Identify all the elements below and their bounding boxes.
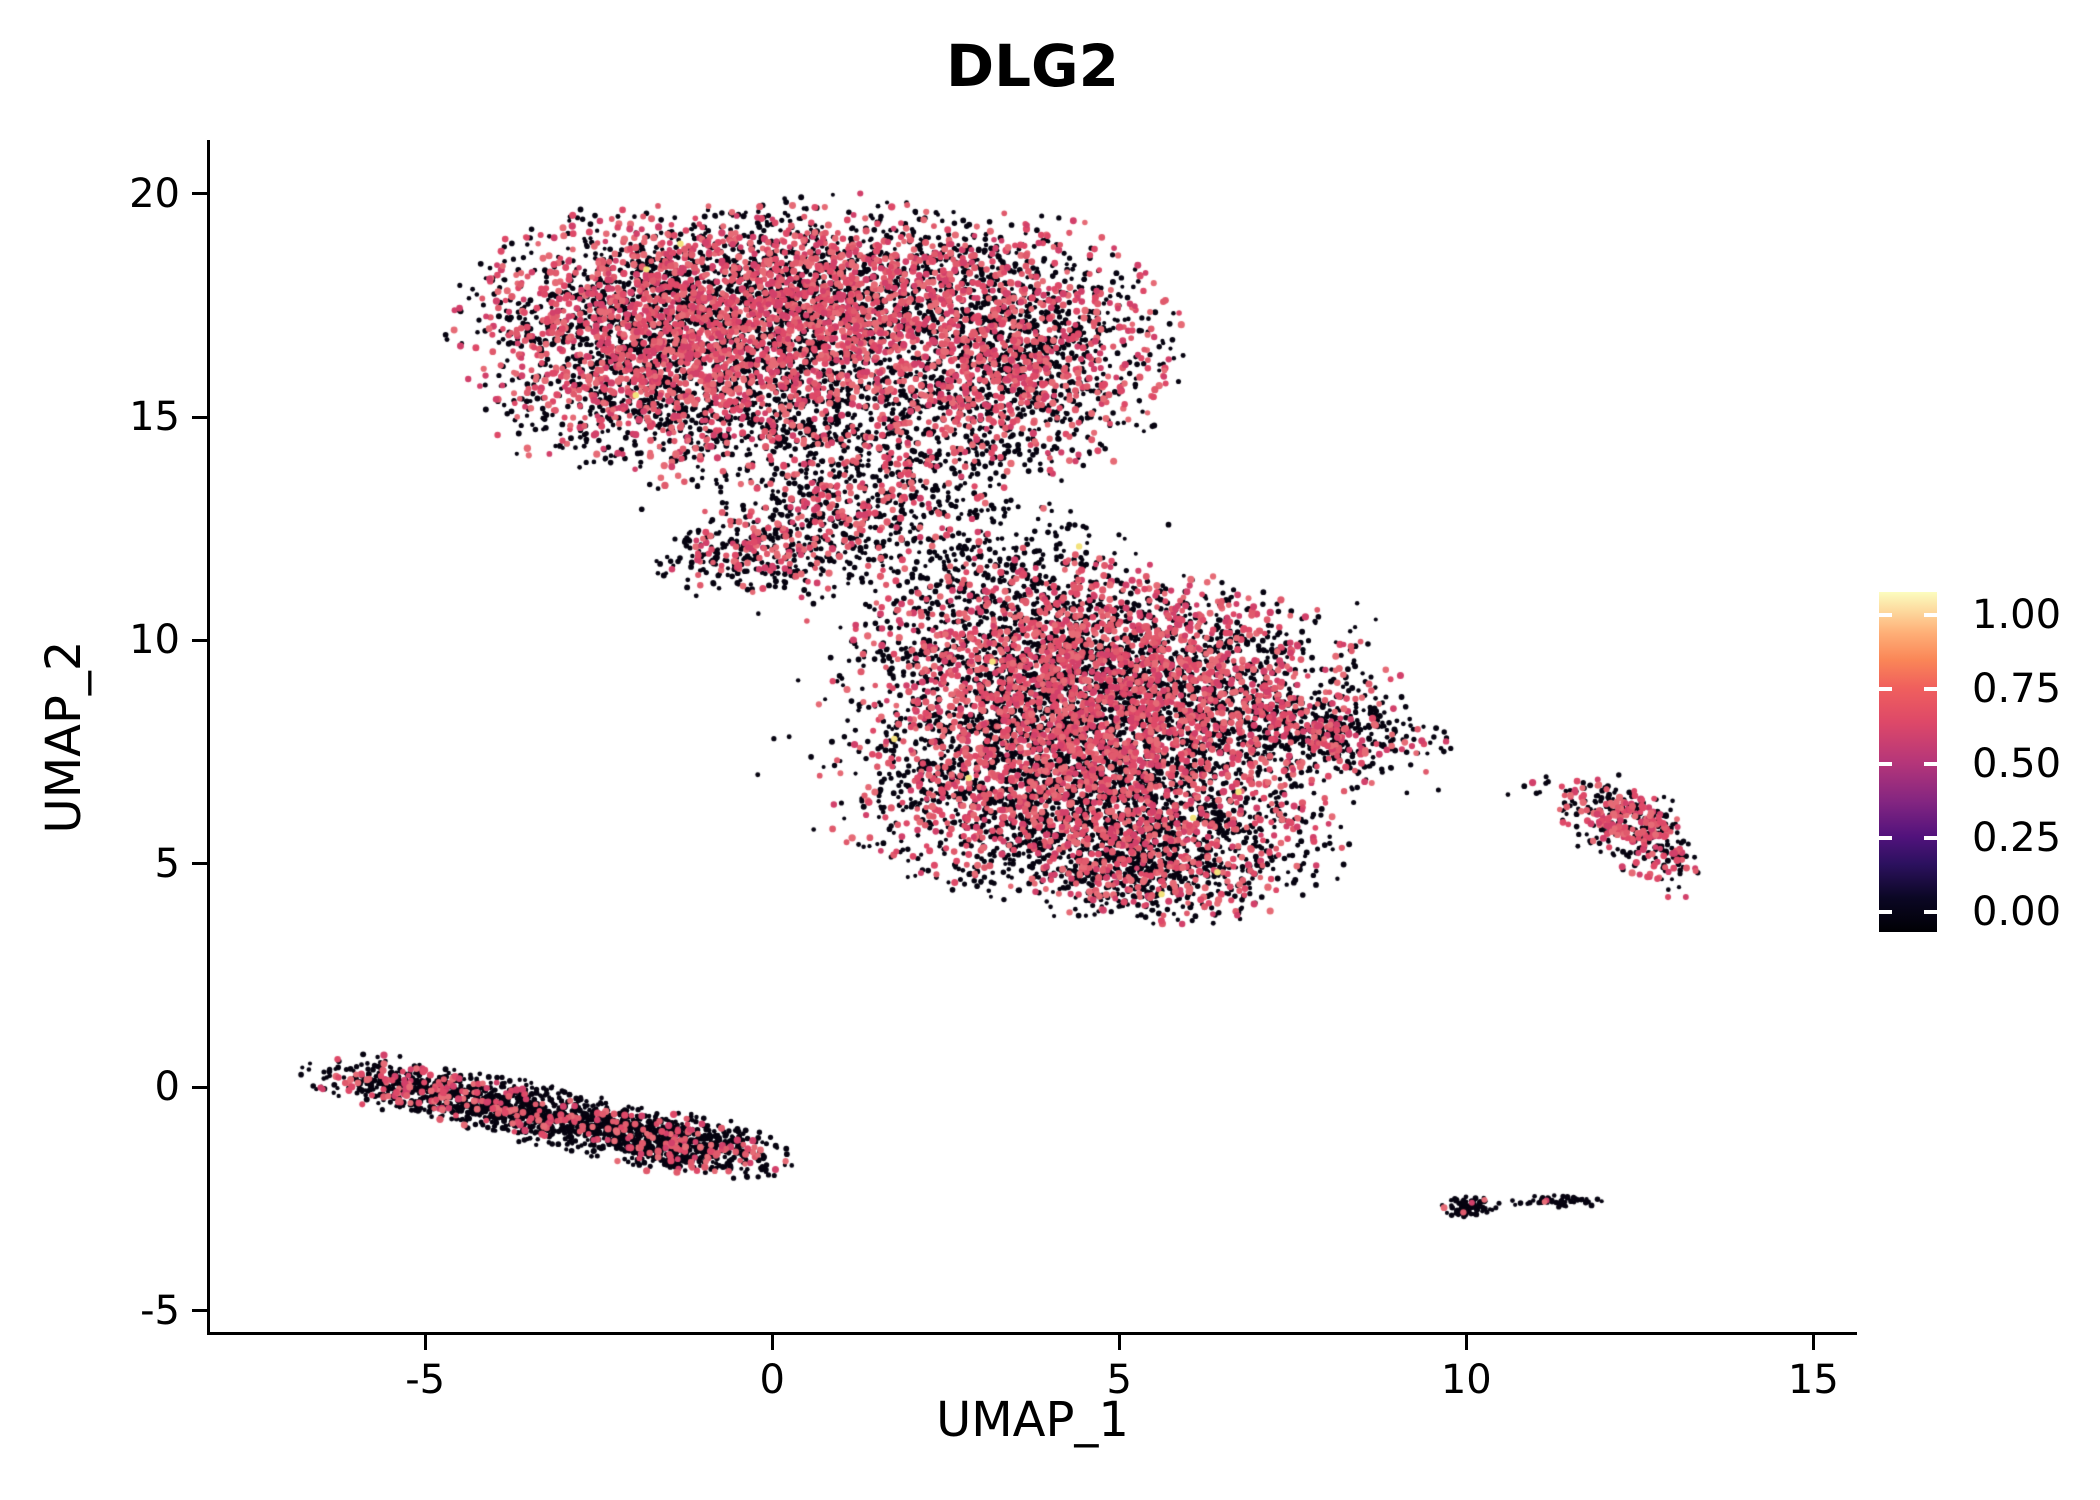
x-tick-mark	[770, 1335, 774, 1350]
y-tick-label: 15	[129, 394, 180, 441]
x-tick-label: 10	[1440, 1357, 1492, 1403]
x-axis-line	[207, 1332, 1857, 1335]
y-tick-label: 5	[154, 840, 180, 887]
x-tick-mark	[1464, 1335, 1468, 1350]
x-tick-mark	[1117, 1335, 1121, 1350]
y-tick-mark	[192, 1309, 207, 1313]
x-axis-title: UMAP_1	[936, 1392, 1129, 1448]
y-tick-mark	[192, 1085, 207, 1089]
y-tick-mark	[192, 638, 207, 642]
chart-title: DLG2	[945, 32, 1120, 100]
y-tick-mark	[192, 415, 207, 419]
y-axis-title: UMAP_2	[36, 640, 92, 834]
x-tick-label: 0	[759, 1357, 785, 1403]
x-tick-mark	[1811, 1335, 1815, 1350]
y-tick-label: 10	[129, 617, 180, 664]
y-axis-line	[207, 140, 210, 1335]
y-tick-label: 20	[129, 170, 180, 217]
y-tick-mark	[192, 862, 207, 866]
x-tick-label: 15	[1787, 1357, 1839, 1403]
x-tick-label: -5	[405, 1357, 446, 1403]
x-tick-label: 5	[1106, 1357, 1132, 1403]
y-tick-mark	[192, 192, 207, 196]
y-tick-label: -5	[140, 1287, 180, 1334]
x-tick-mark	[423, 1335, 427, 1350]
y-tick-label: 0	[154, 1064, 180, 1111]
